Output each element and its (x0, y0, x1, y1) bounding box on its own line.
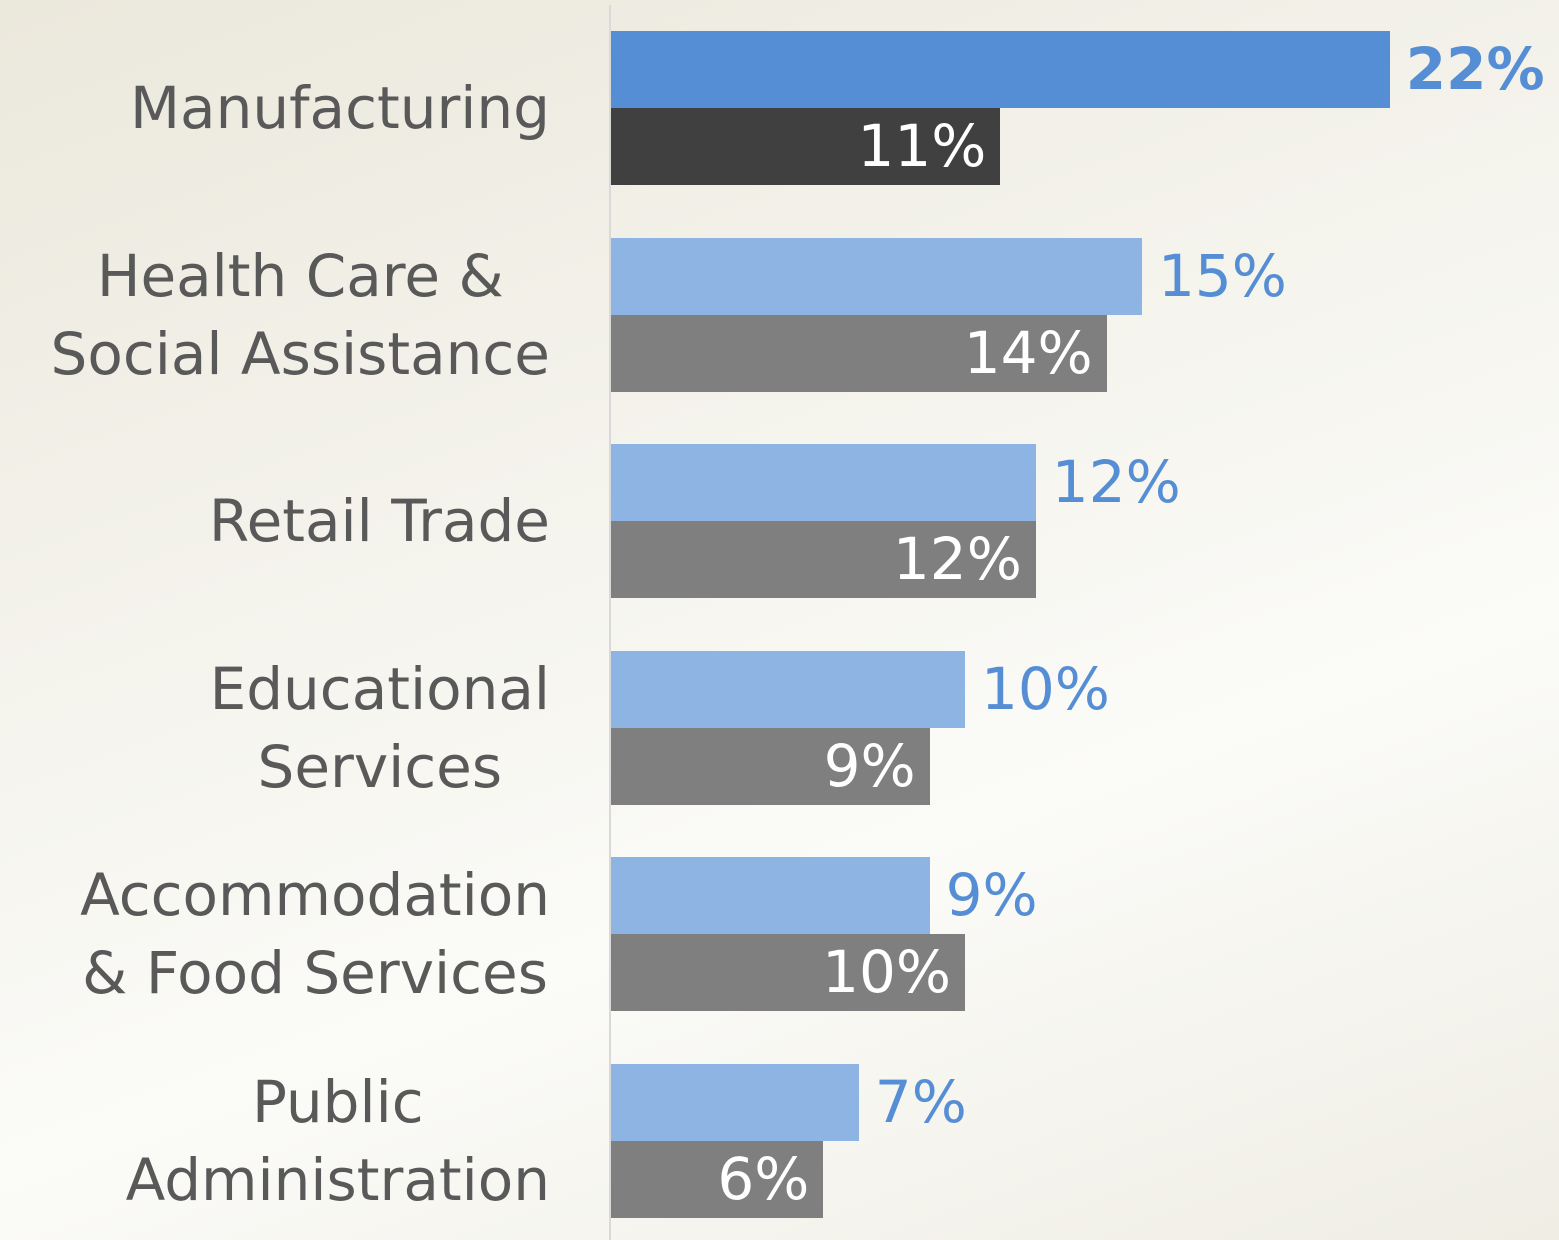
data-label: 22% (1405, 35, 1545, 103)
bar (611, 857, 930, 935)
bar (611, 1141, 824, 1218)
bar (611, 1064, 859, 1141)
bar (611, 521, 1036, 599)
bar (611, 650, 965, 728)
axis-line (609, 5, 611, 1240)
category-label: Educational Services (209, 654, 550, 801)
data-label: 7% (874, 1068, 967, 1136)
data-label: 12% (892, 525, 1022, 594)
data-label: 15% (1158, 241, 1287, 310)
data-label: 6% (717, 1145, 810, 1213)
category-label: Manufacturing (130, 74, 550, 142)
category-label: Public Administration (125, 1068, 550, 1214)
bar (611, 31, 1390, 108)
data-label: 14% (963, 318, 1093, 387)
data-label: 11% (857, 112, 987, 180)
bar (611, 727, 930, 805)
bar (611, 237, 1142, 315)
bar (611, 314, 1107, 392)
data-label: 12% (1051, 448, 1181, 517)
data-label: 10% (822, 938, 951, 1007)
category-label: Retail Trade (208, 487, 550, 556)
data-label: 9% (823, 731, 916, 800)
category-label: Accommodation & Food Services (80, 861, 550, 1008)
data-label: 9% (945, 861, 1038, 930)
bar (611, 108, 1001, 185)
data-label: 10% (981, 654, 1110, 723)
bar (611, 934, 965, 1012)
bar (611, 444, 1036, 522)
category-label: Health Care & Social Assistance (50, 241, 550, 388)
